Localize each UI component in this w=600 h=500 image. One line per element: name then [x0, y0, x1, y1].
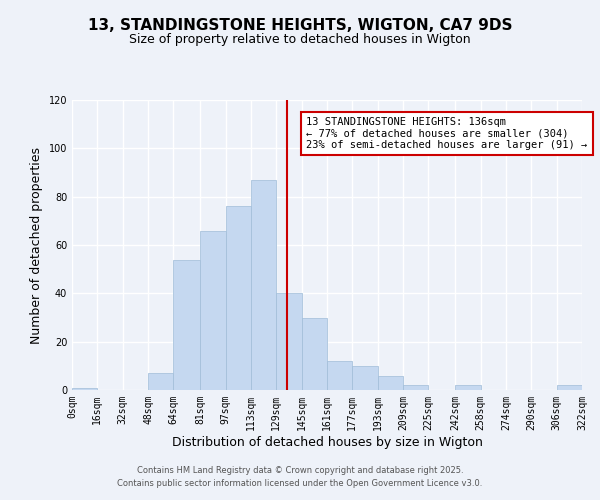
Text: 13 STANDINGSTONE HEIGHTS: 136sqm
← 77% of detached houses are smaller (304)
23% : 13 STANDINGSTONE HEIGHTS: 136sqm ← 77% o… — [307, 117, 587, 150]
Bar — [403, 385, 428, 390]
Bar — [327, 361, 352, 390]
Bar — [251, 180, 277, 390]
Text: Size of property relative to detached houses in Wigton: Size of property relative to detached ho… — [129, 32, 471, 46]
Bar — [173, 260, 200, 390]
Bar — [226, 206, 251, 390]
Bar — [277, 294, 302, 390]
Bar — [302, 318, 327, 390]
X-axis label: Distribution of detached houses by size in Wigton: Distribution of detached houses by size … — [172, 436, 482, 448]
Bar — [200, 230, 226, 390]
Y-axis label: Number of detached properties: Number of detached properties — [30, 146, 43, 344]
Bar — [148, 373, 173, 390]
Text: 13, STANDINGSTONE HEIGHTS, WIGTON, CA7 9DS: 13, STANDINGSTONE HEIGHTS, WIGTON, CA7 9… — [88, 18, 512, 32]
Bar — [557, 385, 582, 390]
Text: Contains HM Land Registry data © Crown copyright and database right 2025.
Contai: Contains HM Land Registry data © Crown c… — [118, 466, 482, 487]
Bar — [72, 388, 97, 390]
Bar — [352, 366, 377, 390]
Bar — [455, 385, 481, 390]
Bar — [377, 376, 403, 390]
